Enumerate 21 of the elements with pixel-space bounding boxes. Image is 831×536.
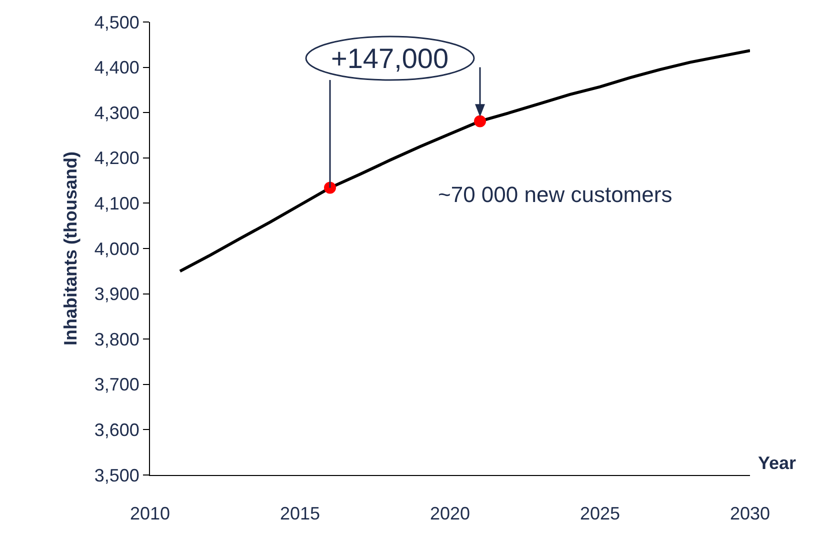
annotation: +147,000 (331, 43, 449, 74)
x-tick-label: 2010 (130, 504, 170, 524)
y-tick-label: 3,500 (94, 465, 140, 486)
y-tick-label: 4,400 (94, 58, 140, 78)
y-tick-label: 4,100 (94, 194, 140, 214)
y-tick-label: 3,800 (94, 329, 140, 350)
x-tick-label: 2030 (730, 504, 770, 524)
x-tick-label: 2020 (430, 504, 470, 524)
y-tick-label: 3,600 (94, 420, 140, 440)
line-series (178, 49, 750, 273)
y-tick-label: 4,000 (94, 238, 140, 259)
x-tick-label: 2025 (580, 504, 620, 524)
x-tick-label: 2015 (280, 504, 320, 524)
y-axis-title: Inhabitants (thousand) (60, 152, 81, 346)
y-tick-label: 4,200 (94, 148, 140, 168)
y-tick-label: 3,700 (94, 374, 140, 395)
y-tick-label: 4,300 (94, 102, 140, 123)
x-axis-title: Year (758, 453, 796, 473)
annotation: ~70 000 new customers (438, 182, 672, 207)
y-tick-label: 4,500 (94, 12, 140, 32)
y-tick-label: 3,900 (94, 284, 140, 304)
